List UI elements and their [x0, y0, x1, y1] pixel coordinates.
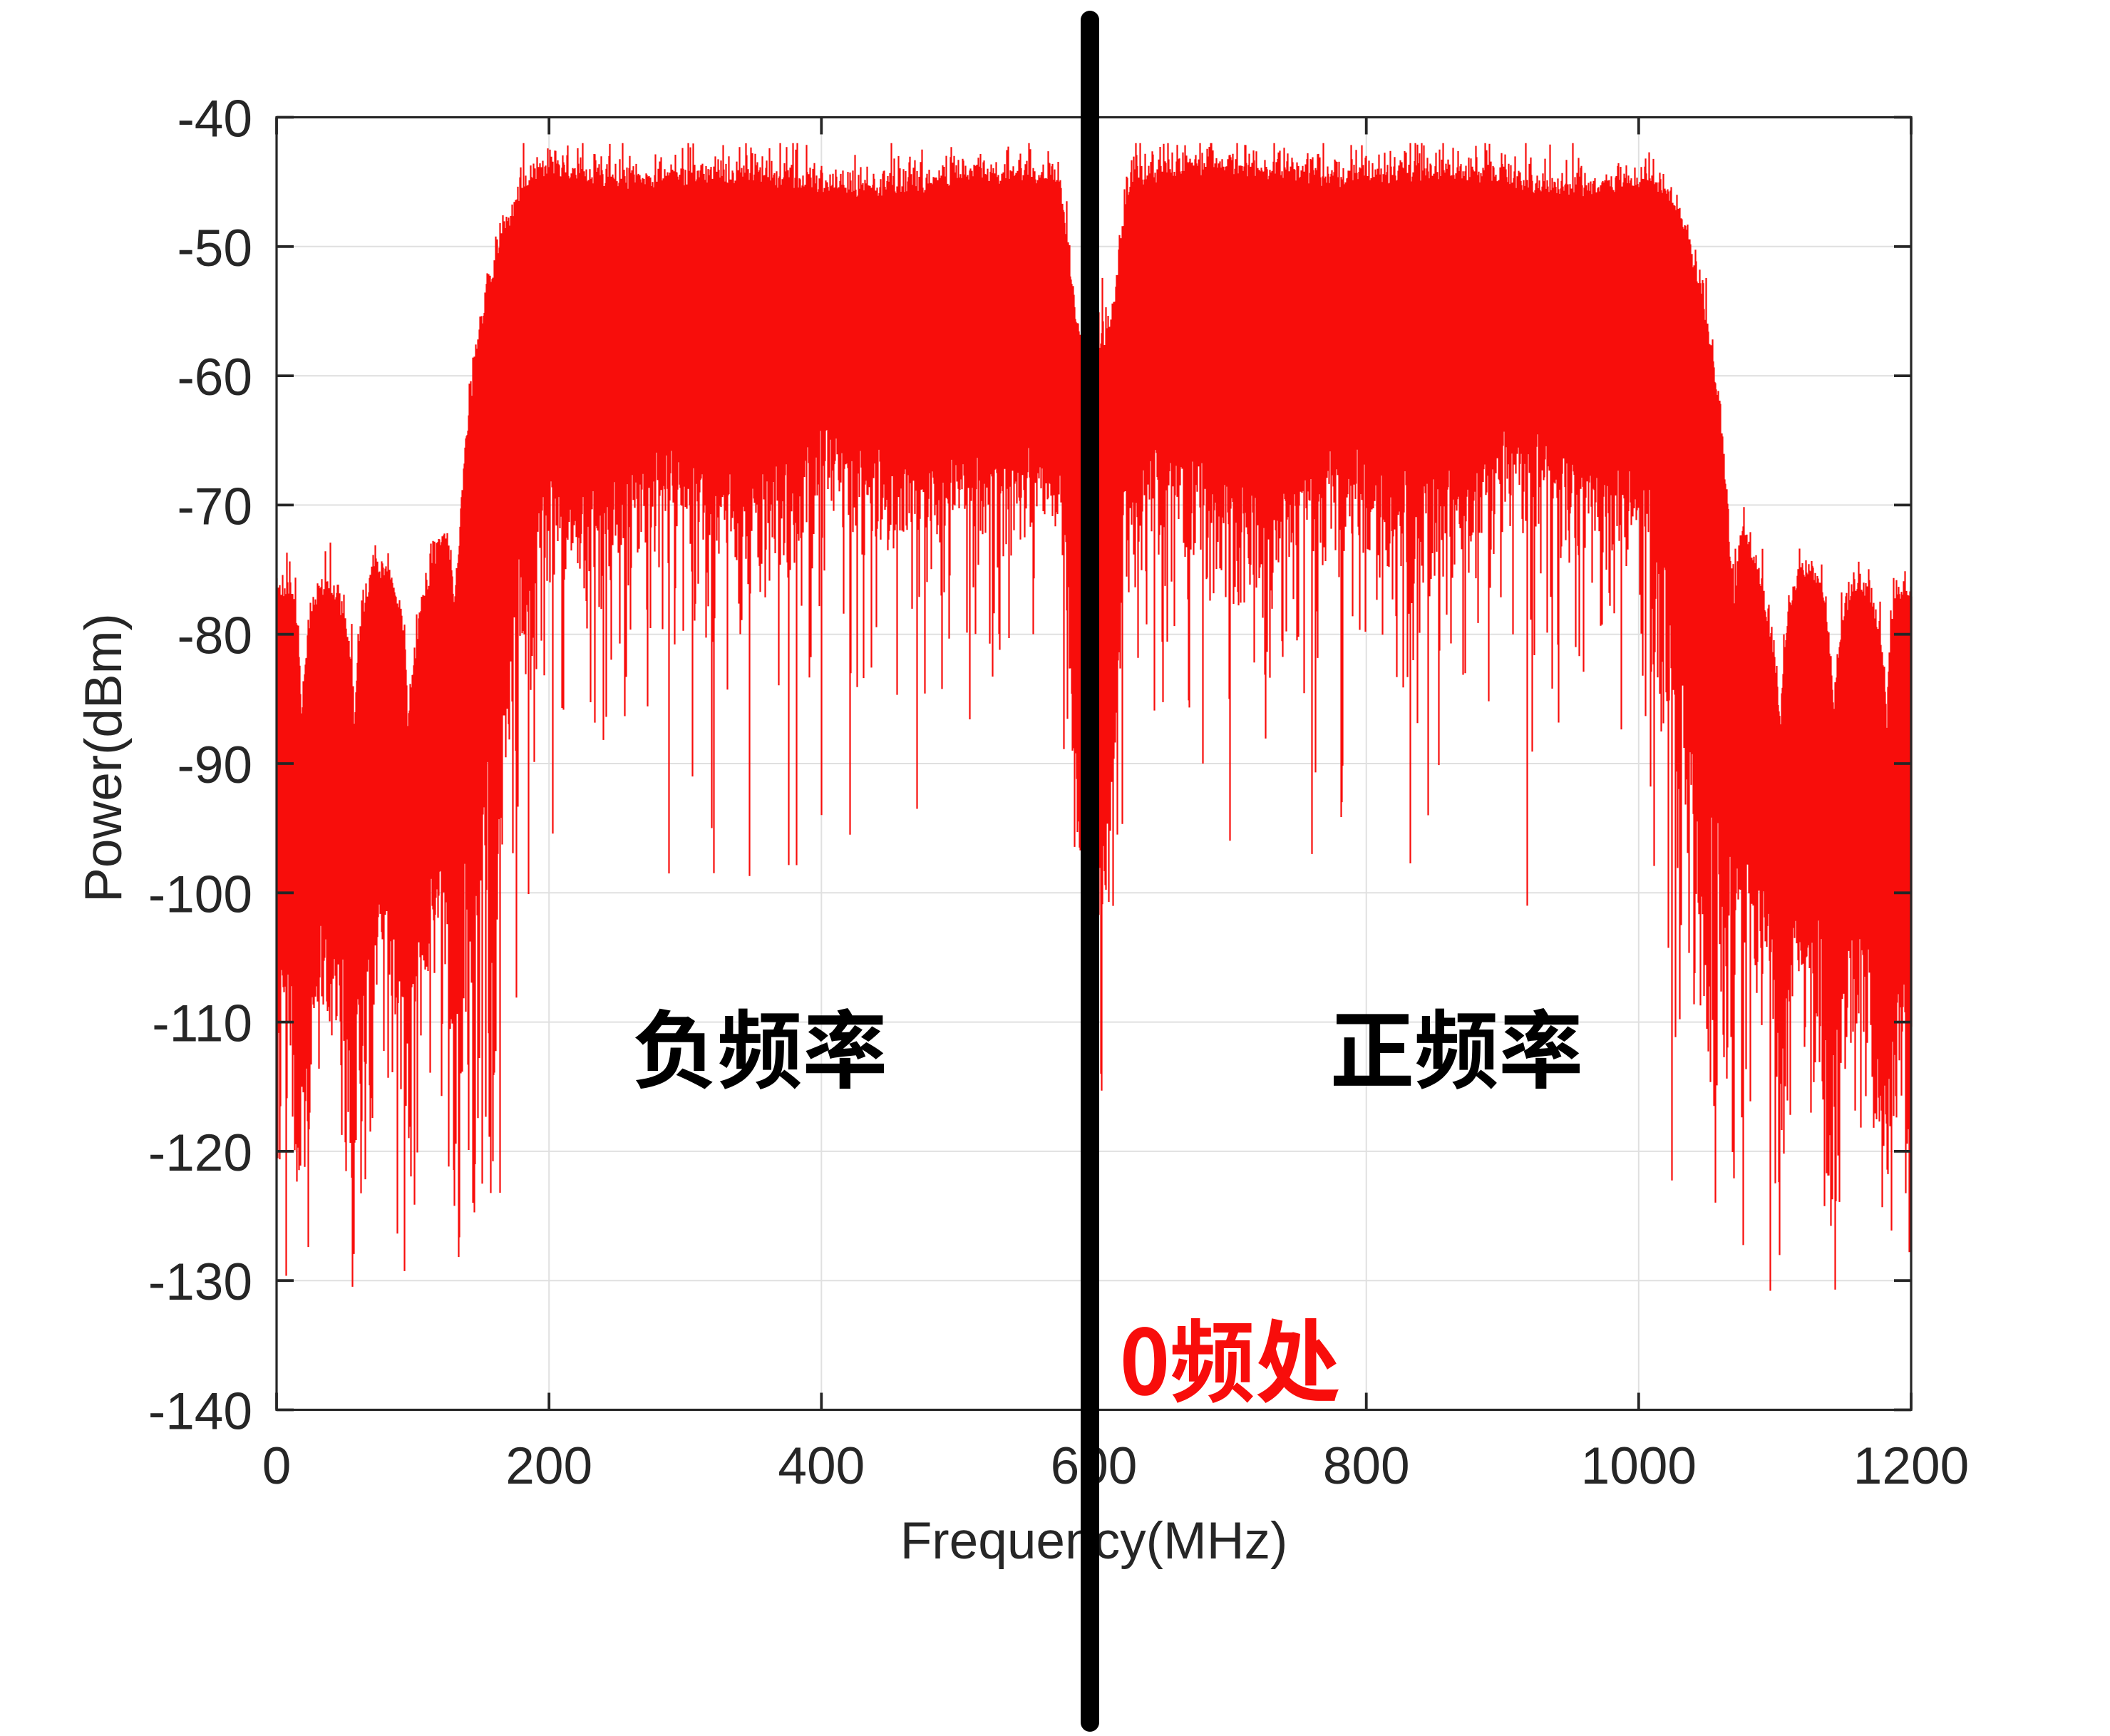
svg-text:-110: -110	[152, 995, 252, 1053]
svg-text:1200: 1200	[1853, 1437, 1969, 1495]
svg-text:-80: -80	[177, 607, 252, 665]
svg-text:-100: -100	[148, 866, 252, 923]
svg-text:400: 400	[778, 1437, 865, 1495]
svg-text:1000: 1000	[1581, 1437, 1697, 1495]
svg-text:-40: -40	[177, 91, 252, 148]
svg-text:-90: -90	[177, 736, 252, 794]
svg-text:-130: -130	[148, 1253, 252, 1311]
svg-text:0: 0	[262, 1437, 292, 1495]
svg-text:-50: -50	[177, 220, 252, 277]
svg-text:Power(dBm): Power(dBm)	[75, 613, 133, 903]
svg-text:800: 800	[1323, 1437, 1410, 1495]
svg-text:-60: -60	[177, 349, 252, 406]
svg-text:200: 200	[505, 1437, 592, 1495]
svg-text:-120: -120	[148, 1124, 252, 1182]
svg-text:-70: -70	[177, 478, 252, 535]
svg-text:-140: -140	[148, 1383, 252, 1441]
